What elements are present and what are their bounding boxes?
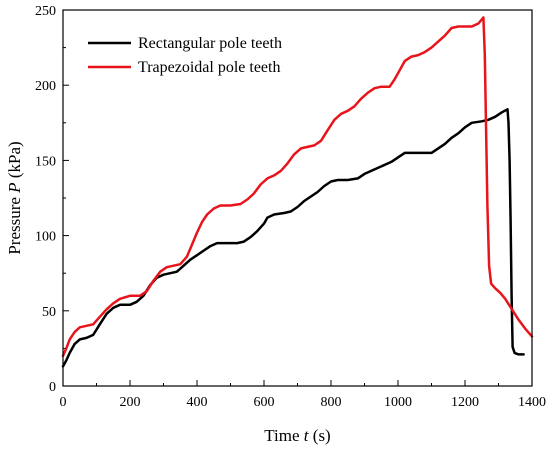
series-layer — [61, 16, 534, 368]
x-tick-label: 200 — [120, 395, 141, 410]
y-tick-label: 0 — [49, 380, 56, 395]
x-axis-label-variable: t — [304, 426, 310, 445]
series-line-0 — [61, 108, 525, 368]
legend-label-rectangular: Rectangular pole teeth — [138, 35, 282, 52]
y-tick-label: 250 — [35, 4, 56, 19]
x-tick-label: 800 — [321, 395, 342, 410]
x-tick-label: 1400 — [518, 395, 546, 410]
legend: Rectangular pole teeth Trapezoidal pole … — [88, 35, 282, 76]
y-tick-label: 200 — [35, 79, 56, 94]
x-tick-label: 1200 — [451, 395, 479, 410]
x-axis-label-unit: (s) — [309, 426, 331, 445]
x-tick-label: 0 — [60, 395, 67, 410]
y-tick-label: 100 — [35, 230, 56, 245]
x-tick-label: 600 — [254, 395, 275, 410]
x-tick-label: 1000 — [384, 395, 412, 410]
series-line-1 — [61, 16, 534, 358]
legend-label-trapezoidal: Trapezoidal pole teeth — [138, 59, 280, 76]
y-axis-label-prefix: Pressure — [5, 193, 24, 255]
x-axis-label: Time t (s) — [264, 426, 330, 445]
y-tick-label: 50 — [42, 305, 56, 320]
plot-frame — [62, 9, 533, 387]
y-axis-label: Pressure P (kPa) — [5, 141, 24, 254]
y-axis-label-variable: P — [5, 182, 24, 193]
y-tick-label: 150 — [35, 154, 56, 169]
x-axis-label-prefix: Time — [264, 426, 304, 445]
axis-ticks — [62, 9, 533, 387]
tick-labels: 0 200 400 600 800 1000 1200 1400 0 50 100 150 200 250 — [35, 4, 546, 410]
x-tick-label: 400 — [187, 395, 208, 410]
y-axis-label-unit: (kPa) — [5, 141, 24, 182]
